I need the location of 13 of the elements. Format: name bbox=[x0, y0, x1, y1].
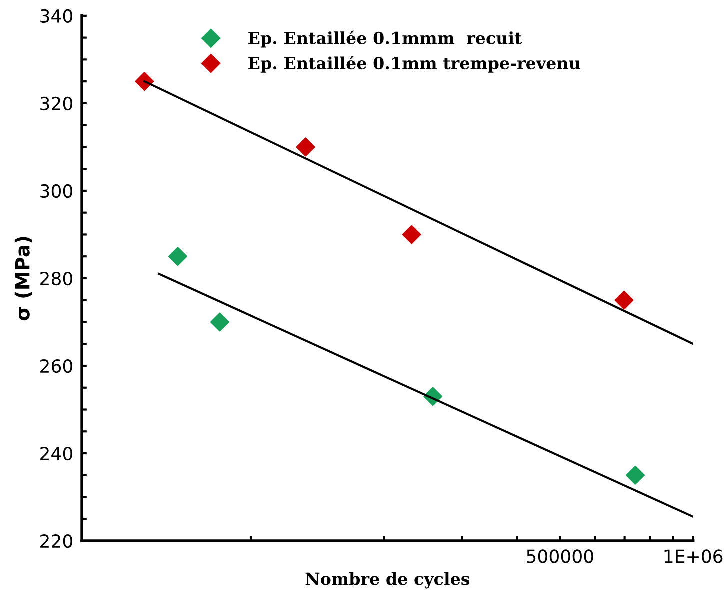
y-tick-label: 320 bbox=[40, 96, 73, 111]
y-tick-label: 340 bbox=[40, 9, 73, 24]
y-tick-label: 260 bbox=[40, 359, 73, 374]
y-tick-label: 280 bbox=[40, 272, 73, 286]
y-tick-label: 220 bbox=[40, 534, 73, 548]
x-axis-title: Nombre de cycles bbox=[306, 572, 470, 589]
x-tick-label: 500000 bbox=[527, 550, 594, 564]
legend-label: Ep. Entaillée 0.1mm trempe-revenu bbox=[248, 56, 580, 73]
y-tick-label: 240 bbox=[40, 446, 73, 461]
x-tick-label: 1E+06 bbox=[664, 550, 723, 564]
y-tick-label: 300 bbox=[40, 184, 73, 198]
y-axis-title: σ (MPa) bbox=[14, 237, 32, 321]
legend-label: Ep. Entaillée 0.1mmm recuit bbox=[248, 30, 522, 48]
